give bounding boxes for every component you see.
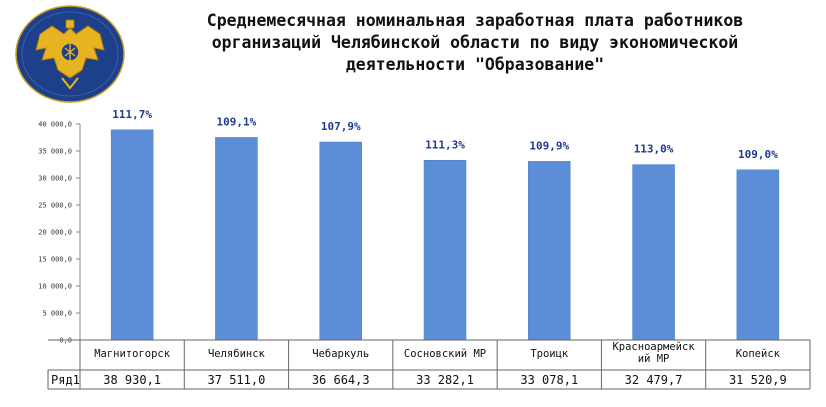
table-value: 36 664,3 [312,373,370,387]
data-label: 111,7% [112,108,152,121]
category-label: Челябинск [208,348,266,360]
data-label: 113,0% [634,143,674,156]
chart-title-line: деятельности "Образование" [345,55,605,74]
data-label: 109,0% [738,148,778,161]
bar [110,129,154,341]
y-tick-label: 35 000,0 [38,148,72,156]
table-value: 37 511,0 [208,373,266,387]
table-value: 31 520,9 [729,373,787,387]
bar [632,164,675,341]
series-label: Ряд1 [51,373,80,387]
chart-title: Среднемесячная номинальная заработная пл… [150,10,800,76]
data-label: 109,9% [529,139,569,152]
table-value: 33 078,1 [520,373,578,387]
table-value: 32 479,7 [625,373,683,387]
category-label: Копейск [736,348,781,360]
category-label: Сосновский МР [404,348,486,360]
data-label: 111,3% [425,138,465,151]
emblem-icon [15,5,125,103]
bar [736,169,780,341]
y-tick-label: 20 000,0 [38,229,72,237]
y-tick-label: 5 000,0 [42,310,72,318]
y-tick-label: 25 000,0 [38,202,72,210]
bar [319,141,362,341]
y-tick-label: 10 000,0 [38,283,72,291]
category-label: Красноармейск [612,341,695,353]
y-tick-label: 15 000,0 [38,256,72,264]
category-label: ий МР [638,353,670,365]
bar [528,161,571,341]
bar [423,160,467,341]
category-label: Троицк [530,348,569,360]
data-label: 107,9% [321,120,361,133]
table-value: 38 930,1 [103,373,161,387]
y-tick-label: 30 000,0 [38,175,72,183]
data-label: 109,1% [217,115,257,128]
category-label: Магнитогорск [94,348,171,360]
table-value: 33 282,1 [416,373,474,387]
chart-title-line: Среднемесячная номинальная заработная пл… [206,11,744,30]
category-label: Чебаркуль [312,348,369,360]
bar [215,137,258,341]
chart-title-line: организаций Челябинской области по виду … [211,33,739,52]
y-tick-label: 40 000,0 [38,121,72,129]
